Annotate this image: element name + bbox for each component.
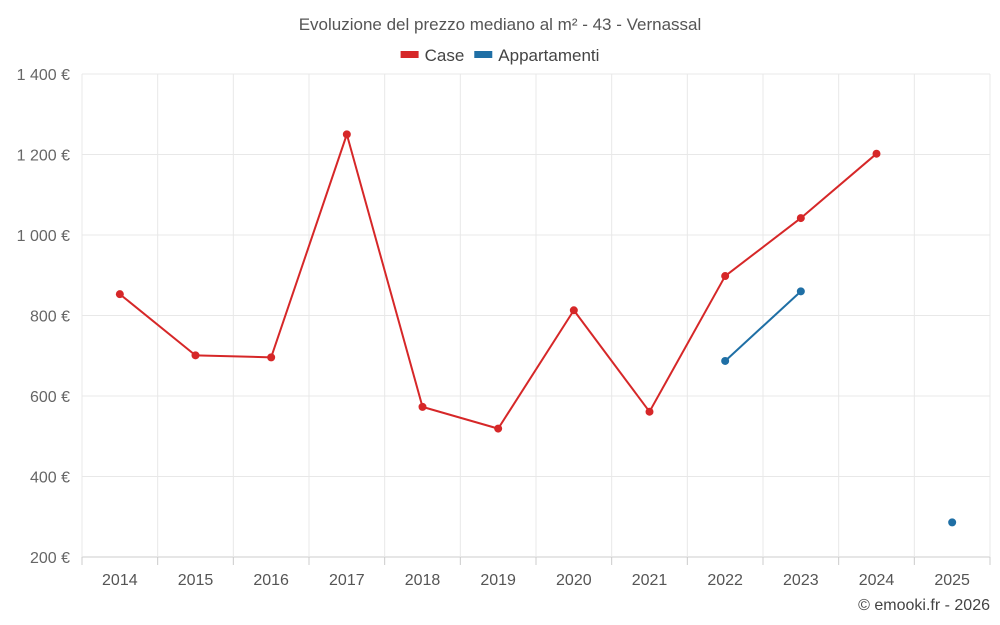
series-layer bbox=[115, 130, 957, 527]
y-axis: 200 € 400 € 600 € 800 € 1 000 € 1 200 € 1 400 … bbox=[17, 67, 70, 567]
x-tick-label: 2020 bbox=[556, 572, 592, 589]
case-point[interactable] bbox=[418, 402, 427, 411]
y-tick-label: 1 200 € bbox=[17, 148, 70, 165]
case-point[interactable] bbox=[267, 353, 276, 362]
x-axis: 2014 2015 2016 2017 2018 2019 2020 2021 2022 2023… bbox=[102, 572, 970, 589]
legend-item-appartamenti[interactable]: Appartamenti bbox=[474, 46, 599, 65]
y-tick-label: 600 € bbox=[30, 389, 70, 406]
legend-item-case[interactable]: Case bbox=[400, 46, 465, 65]
appartamenti-point[interactable] bbox=[948, 518, 957, 527]
y-tick-label: 400 € bbox=[30, 470, 70, 487]
case-point[interactable] bbox=[645, 407, 654, 416]
x-tick-label: 2023 bbox=[783, 572, 819, 589]
x-tick-label: 2014 bbox=[102, 572, 138, 589]
x-tick-label: 2015 bbox=[178, 572, 214, 589]
chart-title: Evoluzione del prezzo mediano al m² - 43… bbox=[299, 15, 702, 34]
credit: © emooki.fr - 2026 bbox=[858, 597, 990, 614]
grid bbox=[81, 73, 991, 565]
case-line-segment bbox=[422, 405, 499, 430]
legend-swatch bbox=[474, 51, 493, 58]
x-tick-label: 2017 bbox=[329, 572, 365, 589]
appartamenti-point[interactable] bbox=[796, 287, 805, 296]
x-tick-label: 2021 bbox=[632, 572, 668, 589]
case-point[interactable] bbox=[569, 306, 578, 315]
case-point[interactable] bbox=[796, 214, 805, 223]
case-point[interactable] bbox=[872, 149, 881, 158]
y-tick-label: 1 000 € bbox=[17, 228, 70, 245]
case-point[interactable] bbox=[494, 424, 503, 433]
legend: Case Appartamenti bbox=[400, 46, 599, 65]
legend-label: Appartamenti bbox=[498, 46, 599, 65]
appartamenti-point[interactable] bbox=[721, 356, 730, 365]
case-point[interactable] bbox=[342, 130, 351, 139]
legend-swatch bbox=[400, 51, 419, 58]
case-line-segment bbox=[345, 134, 424, 408]
x-tick-label: 2022 bbox=[707, 572, 743, 589]
case-line-segment bbox=[119, 293, 197, 357]
appartamenti-line-segment bbox=[724, 290, 802, 362]
case-line-segment bbox=[648, 275, 727, 413]
y-tick-label: 800 € bbox=[30, 309, 70, 326]
x-tick-label: 2025 bbox=[934, 572, 970, 589]
x-tick-label: 2019 bbox=[480, 572, 516, 589]
case-point[interactable] bbox=[191, 351, 200, 360]
case-line-segment bbox=[195, 354, 272, 359]
x-tick-label: 2018 bbox=[405, 572, 441, 589]
case-point[interactable] bbox=[721, 272, 730, 281]
case-line-segment bbox=[573, 309, 651, 413]
legend-label: Case bbox=[425, 46, 465, 65]
case-point[interactable] bbox=[115, 290, 124, 299]
y-tick-label: 1 400 € bbox=[17, 67, 70, 84]
case-line-segment bbox=[724, 217, 802, 277]
x-tick-label: 2016 bbox=[253, 572, 289, 589]
case-line-segment bbox=[800, 152, 878, 219]
case-line-segment bbox=[497, 309, 575, 430]
case-line-segment bbox=[270, 134, 348, 358]
x-tick-label: 2024 bbox=[859, 572, 895, 589]
y-tick-label: 200 € bbox=[30, 550, 70, 567]
